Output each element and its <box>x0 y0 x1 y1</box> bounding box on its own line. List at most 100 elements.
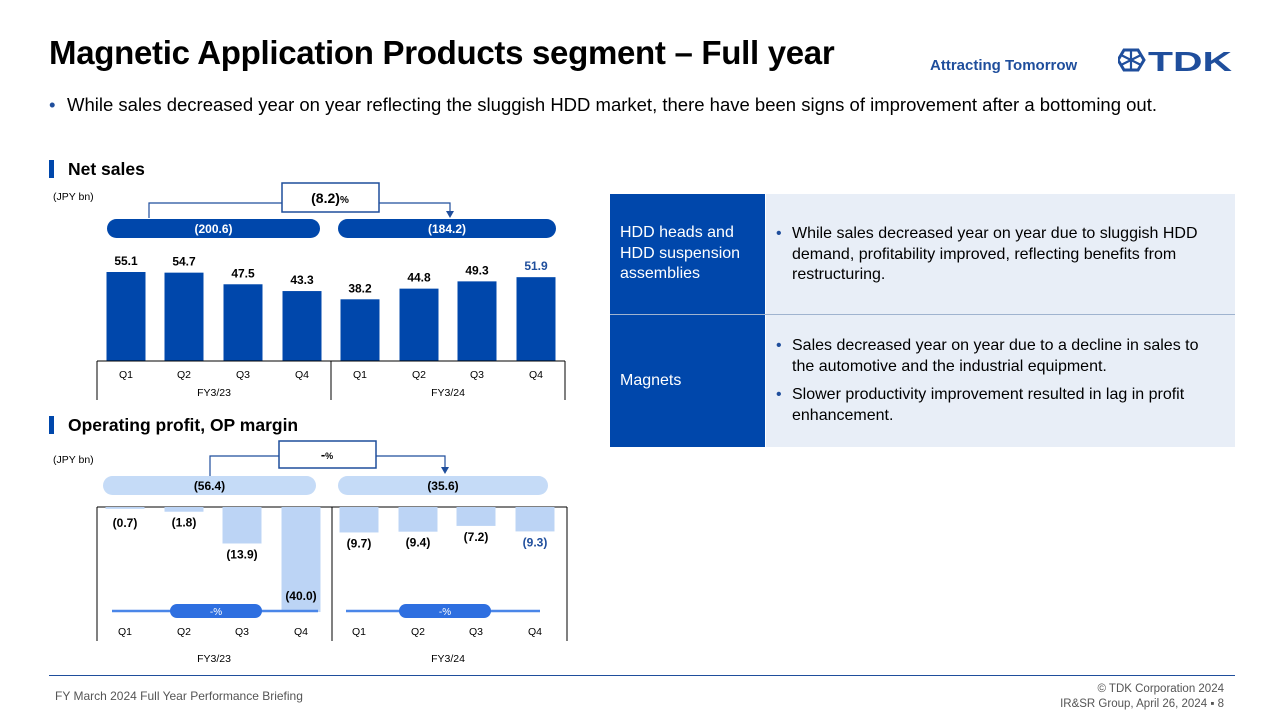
op-heading: Operating profit, OP margin <box>49 415 349 437</box>
heading-marker <box>49 416 54 434</box>
tick-label: Q2 <box>411 626 425 638</box>
net-sales-unit: (JPY bn) <box>53 191 94 203</box>
page-title: Magnetic Application Products segment – … <box>49 34 835 71</box>
data-label: 54.7 <box>172 255 196 269</box>
total-pill <box>338 476 548 495</box>
bar <box>223 284 263 361</box>
bar <box>282 291 322 361</box>
tick-label: Q1 <box>352 626 366 638</box>
bullet-dot: • <box>49 94 56 115</box>
footer-briefing-title: FY March 2024 Full Year Performance Brie… <box>55 689 303 703</box>
op-unit: (JPY bn) <box>53 454 94 466</box>
tdk-emblem-icon <box>1118 48 1146 72</box>
brand-tagline: Attracting Tomorrow <box>930 57 1078 74</box>
tick-label: Q3 <box>469 626 483 638</box>
bar <box>106 272 146 361</box>
data-label: (9.7) <box>347 536 372 550</box>
group-label: FY3/24 <box>431 653 465 665</box>
tick-label: Q4 <box>529 369 543 381</box>
row-divider <box>610 314 1235 315</box>
change-unit: % <box>340 195 349 206</box>
data-label: 47.5 <box>231 266 255 280</box>
net-sales-title: Net sales <box>68 159 145 179</box>
total-label: (35.6) <box>427 479 458 493</box>
bar <box>398 507 438 532</box>
data-label: 55.1 <box>114 254 138 268</box>
change-arrow-icon <box>446 211 454 218</box>
total-pill <box>338 219 556 238</box>
summary-text: While sales decreased year on year refle… <box>67 94 1158 115</box>
total-pill <box>103 476 316 495</box>
tick-label: Q2 <box>412 369 426 381</box>
change-box <box>278 440 377 469</box>
tick-label: Q4 <box>294 626 308 638</box>
tick-label: Q1 <box>353 369 367 381</box>
data-label: 44.8 <box>407 271 431 285</box>
bullet-dot: • <box>776 225 782 242</box>
net-sales-chart: (8.2)% (200.6) (184.2) 55.1 54.7 47.5 43.3 38.2… <box>96 182 566 400</box>
table-row: Magnets • Sales decreased year on year d… <box>610 315 1235 447</box>
margin-label: -% <box>439 607 451 618</box>
data-label: (13.9) <box>226 547 257 561</box>
tick-label: Q3 <box>470 369 484 381</box>
row-header: Magnets <box>610 315 765 447</box>
data-label: (7.2) <box>464 530 489 544</box>
change-arrow-icon <box>441 467 449 474</box>
bar <box>281 507 321 612</box>
tick-label: Q1 <box>118 626 132 638</box>
tick-label: Q2 <box>177 626 191 638</box>
bar <box>222 507 262 544</box>
row-body: • While sales decreased year on year due… <box>766 194 1235 314</box>
segment-table: HDD heads and HDD suspension assemblies … <box>610 194 1235 447</box>
tick-label: Q3 <box>235 626 249 638</box>
page-number: 8 <box>1217 697 1224 710</box>
footer-copyright: © TDK Corporation 2024 <box>1097 683 1224 695</box>
total-pill <box>107 219 320 238</box>
margin-pill <box>170 604 262 618</box>
bar <box>164 272 204 361</box>
tick-label: Q4 <box>295 369 309 381</box>
bar <box>340 299 380 361</box>
bar <box>515 507 555 532</box>
tick-label: Q4 <box>528 626 542 638</box>
data-label: 43.3 <box>290 273 314 287</box>
bar <box>456 507 496 526</box>
row-bullet-text: While sales decreased year on year due t… <box>792 225 1198 283</box>
footer-divider <box>49 675 1235 676</box>
change-number: - <box>321 447 325 462</box>
data-label: (40.0) <box>285 589 316 603</box>
change-box <box>281 182 380 213</box>
bullet-dot: • <box>776 386 782 403</box>
data-label: (0.7) <box>113 516 138 530</box>
margin-pill <box>399 604 491 618</box>
data-label: 51.9 <box>524 259 548 273</box>
bullet-dot: • <box>776 337 782 354</box>
change-value: -% <box>321 447 333 462</box>
bar <box>457 281 497 361</box>
footer-info: © TDK Corporation 2024 IR&SR Group, Apri… <box>1060 682 1224 711</box>
data-label: (1.8) <box>172 516 197 530</box>
data-label: (9.4) <box>406 536 431 550</box>
group-label: FY3/23 <box>197 387 231 399</box>
bar <box>164 507 204 512</box>
bar <box>399 288 439 361</box>
row-bullet-text: Sales decreased year on year due to a de… <box>792 337 1199 375</box>
bar <box>516 277 556 361</box>
total-label: (184.2) <box>428 222 466 236</box>
total-label: (56.4) <box>194 479 225 493</box>
tdk-logo: TDK <box>1118 46 1232 74</box>
margin-label: -% <box>210 607 222 618</box>
total-label: (200.6) <box>194 222 232 236</box>
group-label: FY3/23 <box>197 653 231 665</box>
data-label: (9.3) <box>523 535 548 549</box>
change-unit: % <box>325 451 333 461</box>
footer-group-line: IR&SR Group, April 26, 2024 ▪ 8 <box>1060 697 1224 712</box>
tick-label: Q1 <box>119 369 133 381</box>
group-label: FY3/24 <box>431 387 465 399</box>
footer-group-date: IR&SR Group, April 26, 2024 <box>1060 697 1208 710</box>
tick-label: Q2 <box>177 369 191 381</box>
row-header: HDD heads and HDD suspension assemblies <box>610 194 765 314</box>
net-sales-heading: Net sales <box>49 159 249 181</box>
table-row: HDD heads and HDD suspension assemblies … <box>610 194 1235 314</box>
data-label: 49.3 <box>465 263 489 277</box>
